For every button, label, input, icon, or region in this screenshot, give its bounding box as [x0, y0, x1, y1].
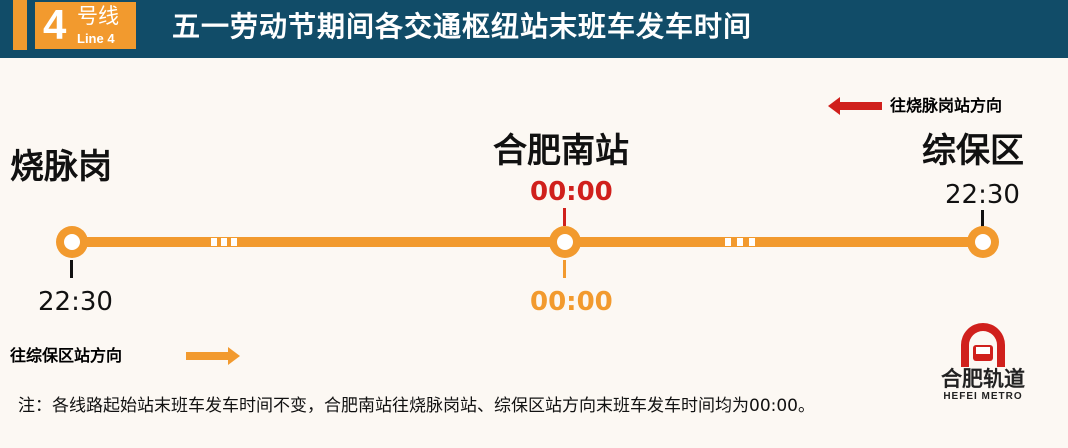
tick [563, 260, 566, 278]
arrow-right-icon [186, 347, 240, 365]
page-title: 五一劳动节期间各交通枢纽站末班车发车时间 [172, 10, 753, 43]
metro-line [72, 237, 983, 247]
station-node [549, 226, 581, 258]
station-node [56, 226, 88, 258]
arrow-left-icon [828, 97, 882, 115]
accent-bar [13, 0, 27, 50]
line-badge: 4 号线 Line 4 [35, 2, 136, 49]
line-break [231, 238, 237, 246]
line-number: 4 [43, 1, 67, 48]
direction-left [828, 97, 882, 119]
header: 4 号线 Line 4 五一劳动节期间各交通枢纽站末班车发车时间 [0, 0, 1068, 58]
line-break [749, 238, 755, 246]
time-hefei-south-to-zongbaoqu: 00:00 [530, 287, 613, 317]
metro-logo-icon [961, 323, 1005, 367]
station-node [967, 226, 999, 258]
station-shaomaigang: 烧脉岗 [10, 147, 112, 187]
direction-left-label: 往烧脉岗站方向 [890, 96, 1003, 115]
time-shaomaigang: 22:30 [38, 287, 113, 317]
line-break [211, 238, 217, 246]
tick [563, 208, 566, 226]
footnote: 注：各线路起始站末班车发车时间不变，合肥南站往烧脉岗站、综保区站方向末班车发车时… [18, 396, 815, 416]
direction-right-label: 往综保区站方向 [10, 346, 123, 365]
time-hefei-south-to-shaomaigang: 00:00 [530, 177, 613, 207]
station-zongbaoqu: 综保区 [922, 131, 1024, 171]
tick [981, 210, 984, 228]
line-label-zh: 号线 [77, 4, 119, 28]
time-zongbaoqu: 22:30 [945, 180, 1020, 210]
line-label-en: Line 4 [77, 31, 115, 46]
line-break [221, 238, 227, 246]
direction-right [186, 347, 240, 369]
line-break [725, 238, 731, 246]
station-hefei-south: 合肥南站 [493, 131, 629, 171]
tick [70, 260, 73, 278]
logo-text-en: HEFEI METRO [943, 391, 1023, 402]
hefei-metro-logo: 合肥轨道 HEFEI METRO [928, 323, 1038, 403]
line-break [737, 238, 743, 246]
logo-text-zh: 合肥轨道 [941, 367, 1025, 391]
